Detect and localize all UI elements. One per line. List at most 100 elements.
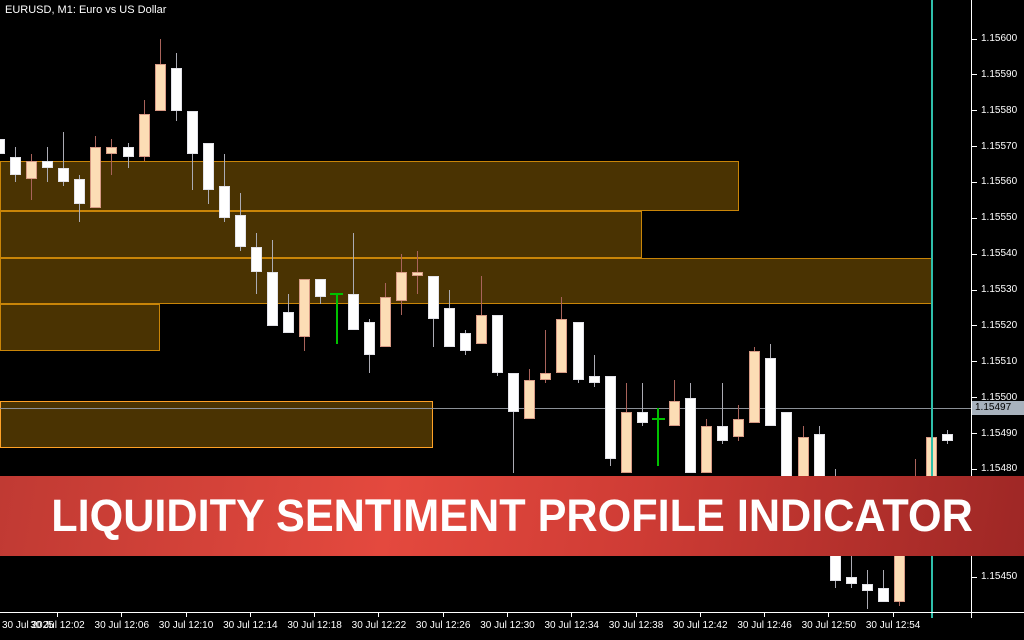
price-tick xyxy=(971,576,977,578)
candle-wick xyxy=(481,275,483,344)
time-tick xyxy=(571,613,573,617)
candle-body xyxy=(685,397,696,473)
candle-body xyxy=(170,67,182,111)
candle-body xyxy=(347,293,359,330)
candle-body xyxy=(524,379,536,420)
time-axis-label: 30 Jul 12:50 xyxy=(801,620,857,631)
candle-body xyxy=(411,272,423,276)
price-axis-label: 1.15510 xyxy=(981,355,1018,367)
candle-body xyxy=(893,548,905,603)
candle-body xyxy=(202,143,214,190)
price-tick xyxy=(971,74,977,76)
price-axis-label: 1.15500 xyxy=(981,391,1018,403)
candle-body xyxy=(540,372,552,380)
candle-body xyxy=(395,272,407,301)
liquidity-zone xyxy=(0,257,932,305)
candle-body xyxy=(427,275,439,319)
candle-body xyxy=(90,146,102,208)
price-axis-label: 1.15600 xyxy=(981,33,1018,44)
candle-body xyxy=(106,146,118,154)
candle-body xyxy=(235,214,247,248)
candle-body xyxy=(379,297,391,348)
candle-body xyxy=(942,433,954,441)
time-axis-label: 30 Jul 12:34 xyxy=(544,620,599,631)
liquidity-zone xyxy=(0,160,739,212)
candle-wick xyxy=(545,329,547,384)
candle-body xyxy=(845,577,857,585)
candle-body xyxy=(154,64,166,111)
time-tick xyxy=(506,613,508,617)
candle-body xyxy=(508,372,520,413)
chart-border-right xyxy=(971,0,972,618)
candle-body xyxy=(765,358,777,427)
time-axis-label: 30 Jul 12:42 xyxy=(673,620,728,631)
candle-wick xyxy=(513,372,515,473)
time-tick xyxy=(828,613,830,617)
candle-body xyxy=(492,315,504,373)
price-tick xyxy=(971,38,977,40)
price-axis-label: 1.15520 xyxy=(981,319,1018,331)
time-axis-label: 30 Jul 12:26 xyxy=(415,620,471,631)
price-tick xyxy=(971,325,977,327)
candle-wick xyxy=(641,383,643,427)
time-tick xyxy=(892,613,894,617)
candle-body xyxy=(218,186,230,219)
candle-body xyxy=(668,401,680,427)
liquidity-zone xyxy=(0,304,161,352)
time-tick xyxy=(635,613,637,617)
candle-wick xyxy=(882,569,884,603)
candle-body xyxy=(588,376,600,384)
liquidity-zone xyxy=(0,401,434,448)
candle-body xyxy=(877,587,889,603)
candle-body xyxy=(636,412,648,423)
price-tick xyxy=(971,110,977,112)
time-tick xyxy=(249,613,251,617)
price-axis-label: 1.15530 xyxy=(981,284,1018,296)
price-tick xyxy=(971,397,977,399)
candle-body xyxy=(443,308,455,348)
candle-body xyxy=(299,279,311,337)
time-tick xyxy=(378,613,380,617)
candle-body xyxy=(0,139,5,154)
price-axis-label: 1.15590 xyxy=(981,68,1018,80)
trade-marker-bar xyxy=(651,418,665,421)
candle-body xyxy=(460,333,472,352)
time-axis-label: 30 Jul 12:22 xyxy=(351,620,407,631)
candle-body xyxy=(58,168,70,183)
trade-marker-stem xyxy=(657,408,660,466)
candle-body xyxy=(733,419,745,438)
candle-body xyxy=(283,311,295,334)
candle-body xyxy=(26,160,38,179)
price-axis-label: 1.15580 xyxy=(981,104,1018,116)
price-axis-label: 1.15570 xyxy=(981,140,1018,152)
chart-symbol-title: EURUSD, M1: Euro vs US Dollar xyxy=(5,4,167,16)
candle-wick xyxy=(352,232,354,330)
current-price-badge: 1.15497 xyxy=(972,401,1024,416)
time-tick xyxy=(442,613,444,617)
time-axis-label: 30 Jul 12:30 xyxy=(480,620,535,631)
price-tick xyxy=(971,361,977,363)
candle-body xyxy=(749,351,761,423)
price-tick xyxy=(971,433,977,435)
time-axis-label: 30 Jul 12:54 xyxy=(865,620,921,631)
price-tick xyxy=(971,468,977,470)
candle-body xyxy=(620,412,632,474)
chart-border-bottom xyxy=(0,612,1024,613)
price-tick xyxy=(971,181,977,183)
candle-body xyxy=(10,157,22,176)
current-price-line xyxy=(0,407,971,409)
candle-body xyxy=(138,114,150,158)
price-axis-label: 1.15560 xyxy=(981,176,1018,188)
price-axis-label: 1.15490 xyxy=(981,427,1018,439)
price-tick xyxy=(971,289,977,291)
time-tick xyxy=(314,613,316,617)
trade-marker-bar xyxy=(330,292,344,295)
candle-body xyxy=(572,322,584,380)
indicator-banner-text: LIQUIDITY SENTIMENT PROFILE INDICATOR xyxy=(51,490,973,541)
indicator-banner: LIQUIDITY SENTIMENT PROFILE INDICATOR xyxy=(0,476,1024,556)
time-tick xyxy=(185,613,187,617)
candle-wick xyxy=(722,383,724,445)
price-axis-label: 1.15450 xyxy=(981,571,1018,583)
